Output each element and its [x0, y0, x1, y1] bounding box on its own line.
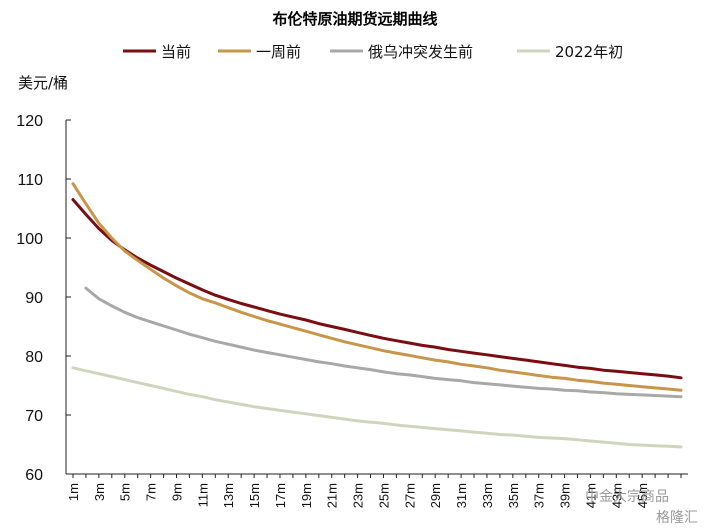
series-line-1 — [71, 198, 683, 380]
y-tick-label: 110 — [17, 172, 43, 189]
legend-label-3: 俄乌冲突发生前 — [368, 43, 473, 61]
x-tick-label: 25m — [376, 483, 391, 508]
x-tick-label: 9m — [169, 483, 184, 501]
legend: 当前 一周前 俄乌冲突发生前 2022年初 — [123, 43, 623, 61]
series-lines — [71, 182, 683, 449]
x-tick-labels: 1m 3m 5m 7m 9m 11m 13m 15m 17m 19m 21m 23m 25m 27m 29m… — [66, 483, 650, 508]
x-tick-label: 37m — [532, 483, 547, 508]
series-line-2 — [71, 182, 683, 392]
y-tick-label: 70 — [25, 408, 43, 425]
x-tick-label: 23m — [351, 483, 366, 508]
x-tick-label: 3m — [92, 483, 107, 501]
x-tick-label: 29m — [428, 483, 443, 508]
y-tick-label: 100 — [16, 231, 43, 248]
watermark: 中金大宗商品 格隆汇 — [585, 489, 698, 526]
y-tick-label: 80 — [25, 349, 43, 366]
x-tick-label: 33m — [480, 483, 495, 508]
x-tick-label: 31m — [454, 483, 469, 508]
watermark-source-text: 中金大宗商品 — [585, 489, 669, 505]
x-tick-label: 43m — [609, 483, 624, 508]
x-tick-label: 1m — [66, 483, 81, 501]
y-axis-unit-label: 美元/桶 — [18, 74, 68, 92]
x-tick-label: 11m — [195, 483, 210, 507]
x-tick-label: 17m — [273, 483, 288, 508]
series-line-4 — [71, 366, 683, 449]
chart-title: 布伦特原油期货远期曲线 — [272, 10, 437, 28]
x-tick-label: 13m — [221, 483, 236, 508]
x-tick-label: 27m — [402, 483, 417, 508]
x-tick-label: 39m — [558, 483, 573, 508]
watermark-brand-text: 格隆汇 — [656, 510, 698, 526]
x-tick-label: 7m — [144, 483, 159, 501]
x-tick-label: 21m — [325, 483, 340, 508]
legend-label-1: 当前 — [161, 43, 191, 61]
y-tick-label: 120 — [16, 113, 43, 130]
legend-label-2: 一周前 — [256, 43, 301, 61]
x-tick-label: 15m — [247, 483, 262, 508]
x-tick-label: 45m — [635, 483, 650, 508]
legend-label-4: 2022年初 — [555, 43, 623, 61]
axes — [65, 119, 688, 478]
x-tick-label: 19m — [299, 483, 314, 508]
y-tick-labels: 60 70 80 90 100 110 120 — [16, 113, 43, 484]
y-tick-label: 90 — [25, 290, 43, 307]
x-tick-label: 5m — [118, 483, 133, 501]
series-line-3 — [84, 286, 683, 399]
x-tick-label: 41m — [583, 483, 598, 508]
y-tick-label: 60 — [25, 467, 43, 484]
x-tick-label: 35m — [506, 483, 521, 508]
